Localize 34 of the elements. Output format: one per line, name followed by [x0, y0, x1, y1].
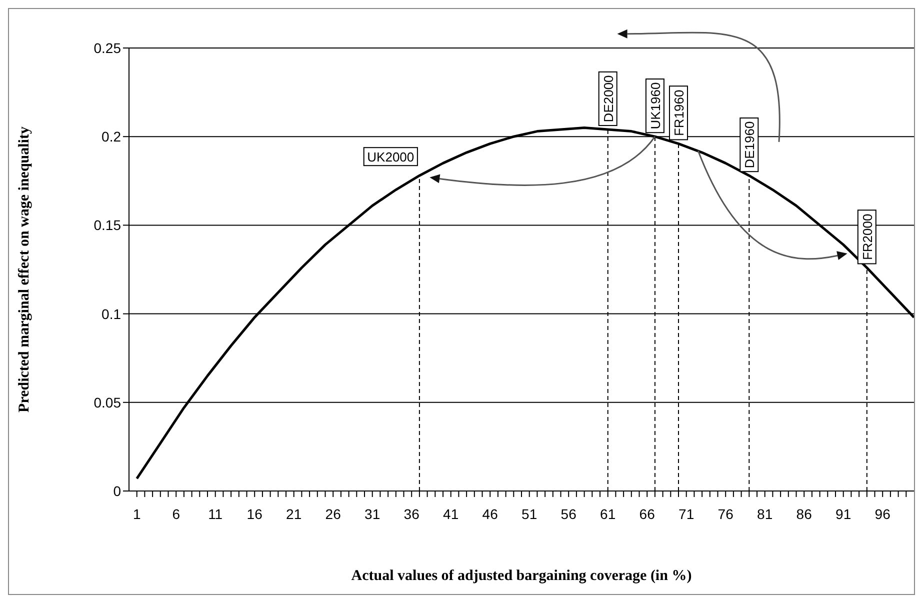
x-tick-label: 36: [404, 506, 420, 522]
y-tick-label: 0.25: [94, 40, 122, 56]
ref-line-label: FR1960: [672, 90, 686, 136]
y-tick-label: 0: [113, 482, 122, 499]
x-tick-label: 16: [246, 506, 263, 522]
x-tick-label: 76: [718, 506, 734, 522]
ref-line-label: UK2000: [367, 150, 414, 165]
x-tick-label: 51: [522, 506, 538, 522]
x-tick-label: 1: [132, 506, 141, 522]
y-tick-label: 0.1: [102, 306, 122, 322]
ref-line-label: DE1960: [742, 121, 758, 168]
y-tick-label: 0.15: [94, 217, 122, 234]
y-tick-label: 0.05: [94, 394, 122, 410]
x-tick-label: 21: [286, 506, 302, 522]
x-tick-label: 26: [325, 506, 342, 522]
x-tick-label: 71: [678, 506, 694, 522]
x-tick-label: 41: [443, 506, 459, 522]
y-tick-label: 0.2: [102, 128, 122, 145]
y-axis-title: Predicted marginal effect on wage inequality: [16, 126, 32, 412]
x-tick-label: 81: [757, 506, 773, 522]
ref-line-label: UK1960: [648, 82, 663, 130]
x-tick-label: 61: [600, 506, 616, 522]
x-tick-label: 66: [639, 506, 656, 522]
ref-line-label: DE2000: [600, 75, 616, 122]
x-tick-label: 91: [836, 506, 852, 522]
x-tick-label: 11: [208, 506, 223, 522]
x-tick-label: 6: [172, 506, 180, 522]
x-tick-label: 96: [874, 506, 891, 522]
x-axis-title: Actual values of adjusted bargaining coverage (in %): [351, 568, 692, 584]
x-tick-label: 86: [796, 506, 812, 522]
x-tick-label: 31: [364, 506, 380, 522]
ref-line-label: FR2000: [860, 214, 875, 260]
x-tick-label: 46: [482, 506, 498, 522]
x-tick-label: 56: [560, 506, 577, 522]
